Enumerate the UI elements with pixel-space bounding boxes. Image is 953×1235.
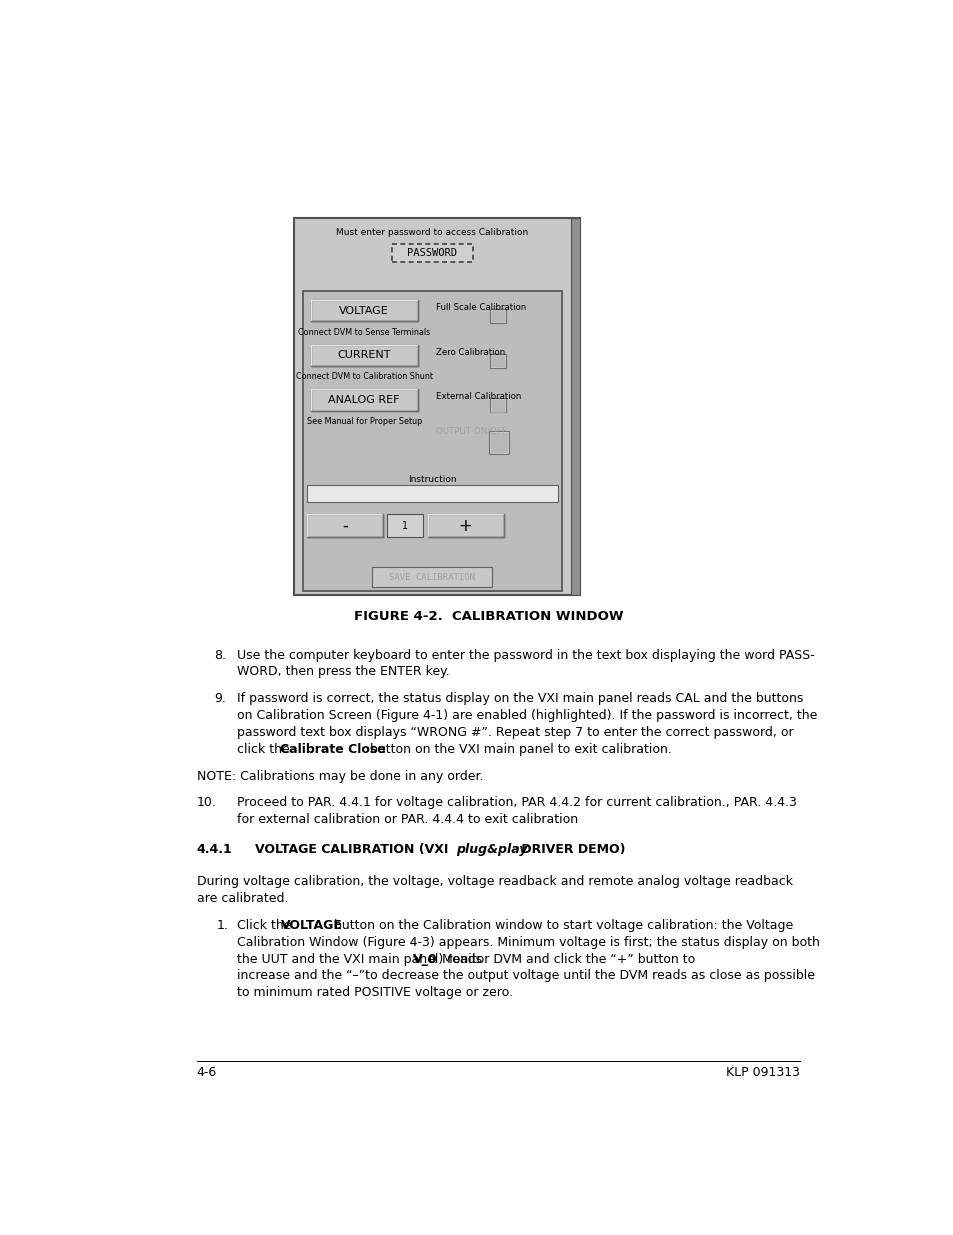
Text: 4-6: 4-6 xyxy=(196,1066,216,1078)
Text: Full Scale Calibration: Full Scale Calibration xyxy=(436,303,526,312)
Bar xyxy=(311,300,417,321)
Text: for external calibration or PAR. 4.4.4 to exit calibration: for external calibration or PAR. 4.4.4 t… xyxy=(236,813,578,826)
Text: 10.: 10. xyxy=(196,797,216,809)
Text: Click the: Click the xyxy=(236,919,295,932)
Bar xyxy=(489,431,509,454)
Text: DRIVER DEMO): DRIVER DEMO) xyxy=(517,844,624,856)
Text: Calibrate Close: Calibrate Close xyxy=(280,742,386,756)
Text: to minimum rated POSITIVE voltage or zero.: to minimum rated POSITIVE voltage or zer… xyxy=(236,986,513,999)
Text: FIGURE 4-2.  CALIBRATION WINDOW: FIGURE 4-2. CALIBRATION WINDOW xyxy=(354,610,623,622)
Text: Zero Calibration: Zero Calibration xyxy=(436,348,505,357)
Text: During voltage calibration, the voltage, voltage readback and remote analog volt: During voltage calibration, the voltage,… xyxy=(196,876,792,888)
Text: SAVE CALIBRATION: SAVE CALIBRATION xyxy=(389,573,475,582)
Bar xyxy=(307,485,558,503)
Text: increase and the “–”to decrease the output voltage until the DVM reads as close : increase and the “–”to decrease the outp… xyxy=(236,969,814,982)
Text: the UUT and the VXI main panel) reads: the UUT and the VXI main panel) reads xyxy=(236,952,486,966)
Text: See Manual for Proper Setup: See Manual for Proper Setup xyxy=(306,417,421,426)
Text: PASSWORD: PASSWORD xyxy=(407,248,456,258)
Text: plug&play: plug&play xyxy=(456,844,527,856)
Text: KLP 091313: KLP 091313 xyxy=(725,1066,799,1078)
Text: External Calibration: External Calibration xyxy=(436,393,521,401)
Bar xyxy=(427,514,503,537)
Text: VOLTAGE: VOLTAGE xyxy=(280,919,342,932)
Bar xyxy=(311,389,417,411)
Text: V_0: V_0 xyxy=(413,952,437,966)
Text: Use the computer keyboard to enter the password in the text box displaying the w: Use the computer keyboard to enter the p… xyxy=(236,648,814,662)
Bar xyxy=(307,514,382,537)
Text: . Monitor DVM and click the “+” button to: . Monitor DVM and click the “+” button t… xyxy=(434,952,695,966)
Text: Connect DVM to Calibration Shunt: Connect DVM to Calibration Shunt xyxy=(295,373,433,382)
Text: If password is correct, the status display on the VXI main panel reads CAL and t: If password is correct, the status displ… xyxy=(236,693,802,705)
Bar xyxy=(392,243,473,262)
Text: VOLTAGE: VOLTAGE xyxy=(339,306,389,316)
Text: Must enter password to access Calibration: Must enter password to access Calibratio… xyxy=(335,228,528,237)
Text: Proceed to PAR. 4.4.1 for voltage calibration, PAR 4.4.2 for current calibration: Proceed to PAR. 4.4.1 for voltage calibr… xyxy=(236,797,796,809)
Bar xyxy=(311,345,417,366)
Text: ANALOG REF: ANALOG REF xyxy=(328,395,399,405)
Text: on Calibration Screen (Figure 4-1) are enabled (highlighted). If the password is: on Calibration Screen (Figure 4-1) are e… xyxy=(236,709,817,722)
Bar xyxy=(571,217,579,595)
Text: Instruction: Instruction xyxy=(408,474,456,484)
Text: Connect DVM to Sense Terminals: Connect DVM to Sense Terminals xyxy=(297,327,430,337)
Text: button on the VXI main panel to exit calibration.: button on the VXI main panel to exit cal… xyxy=(366,742,672,756)
Text: 4.4.1: 4.4.1 xyxy=(196,844,233,856)
Text: 8.: 8. xyxy=(213,648,226,662)
Text: click the: click the xyxy=(236,742,294,756)
Bar xyxy=(372,567,492,587)
Bar xyxy=(303,290,561,592)
Text: password text box displays “WRONG #”. Repeat step 7 to enter the correct passwor: password text box displays “WRONG #”. Re… xyxy=(236,726,793,739)
Bar xyxy=(490,353,505,368)
Text: WORD, then press the ENTER key.: WORD, then press the ENTER key. xyxy=(236,666,449,678)
Bar xyxy=(490,309,505,324)
Text: are calibrated.: are calibrated. xyxy=(196,892,288,905)
Text: 1.: 1. xyxy=(216,919,229,932)
Bar xyxy=(491,310,505,322)
Bar xyxy=(490,399,505,412)
Text: +: + xyxy=(458,516,472,535)
Text: -: - xyxy=(341,516,347,535)
Bar xyxy=(489,431,508,453)
Text: OUTPUT ON/OFF: OUTPUT ON/OFF xyxy=(436,426,506,435)
Text: 9.: 9. xyxy=(213,693,226,705)
Text: 1: 1 xyxy=(402,520,408,531)
Text: VOLTAGE CALIBRATION (VXI: VOLTAGE CALIBRATION (VXI xyxy=(254,844,452,856)
Bar xyxy=(294,217,579,595)
Bar xyxy=(387,514,422,537)
Bar xyxy=(491,399,505,411)
Bar xyxy=(491,354,505,367)
Text: Calibration Window (Figure 4-3) appears. Minimum voltage is first; the status di: Calibration Window (Figure 4-3) appears.… xyxy=(236,936,819,948)
Text: NOTE: Calibrations may be done in any order.: NOTE: Calibrations may be done in any or… xyxy=(196,769,483,783)
Text: CURRENT: CURRENT xyxy=(337,351,391,361)
Text: button on the Calibration window to start voltage calibration: the Voltage: button on the Calibration window to star… xyxy=(330,919,792,932)
